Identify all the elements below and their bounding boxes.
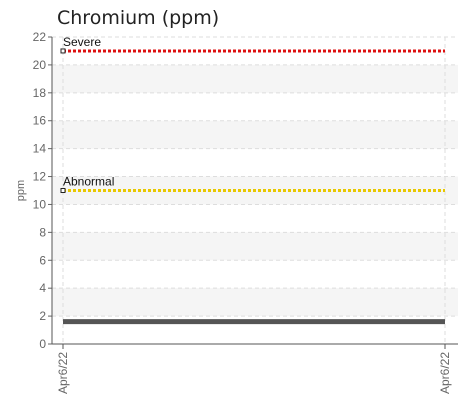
y-tick-label: 20	[33, 58, 47, 72]
y-tick-label: 18	[33, 86, 47, 100]
grid-band	[52, 232, 458, 261]
y-tick-label: 22	[33, 30, 47, 44]
y-tick-label: 10	[33, 197, 47, 211]
y-tick-label: 0	[39, 337, 46, 351]
x-tick-label: Apr6/22	[438, 352, 452, 394]
abnormal-limit-label: Abnormal	[63, 175, 114, 189]
y-tick-label: 4	[39, 281, 46, 295]
severe-limit-marker	[60, 48, 66, 54]
y-tick-label: 2	[39, 309, 46, 323]
grid-band	[52, 120, 458, 149]
x-tick-label: Apr6/22	[56, 352, 70, 394]
y-tick-label: 14	[33, 142, 47, 156]
grid-band	[52, 288, 458, 317]
abnormal-limit-marker	[60, 188, 66, 193]
y-axis-label: ppm	[15, 180, 27, 201]
chart-title: Chromium (ppm)	[57, 7, 220, 29]
y-tick-label: 12	[33, 170, 47, 184]
y-tick-label: 8	[39, 225, 46, 239]
y-tick-label: 6	[39, 253, 46, 267]
severe-limit-label: Severe	[63, 35, 101, 49]
y-tick-label: 16	[33, 114, 47, 128]
grid-band	[52, 64, 458, 93]
